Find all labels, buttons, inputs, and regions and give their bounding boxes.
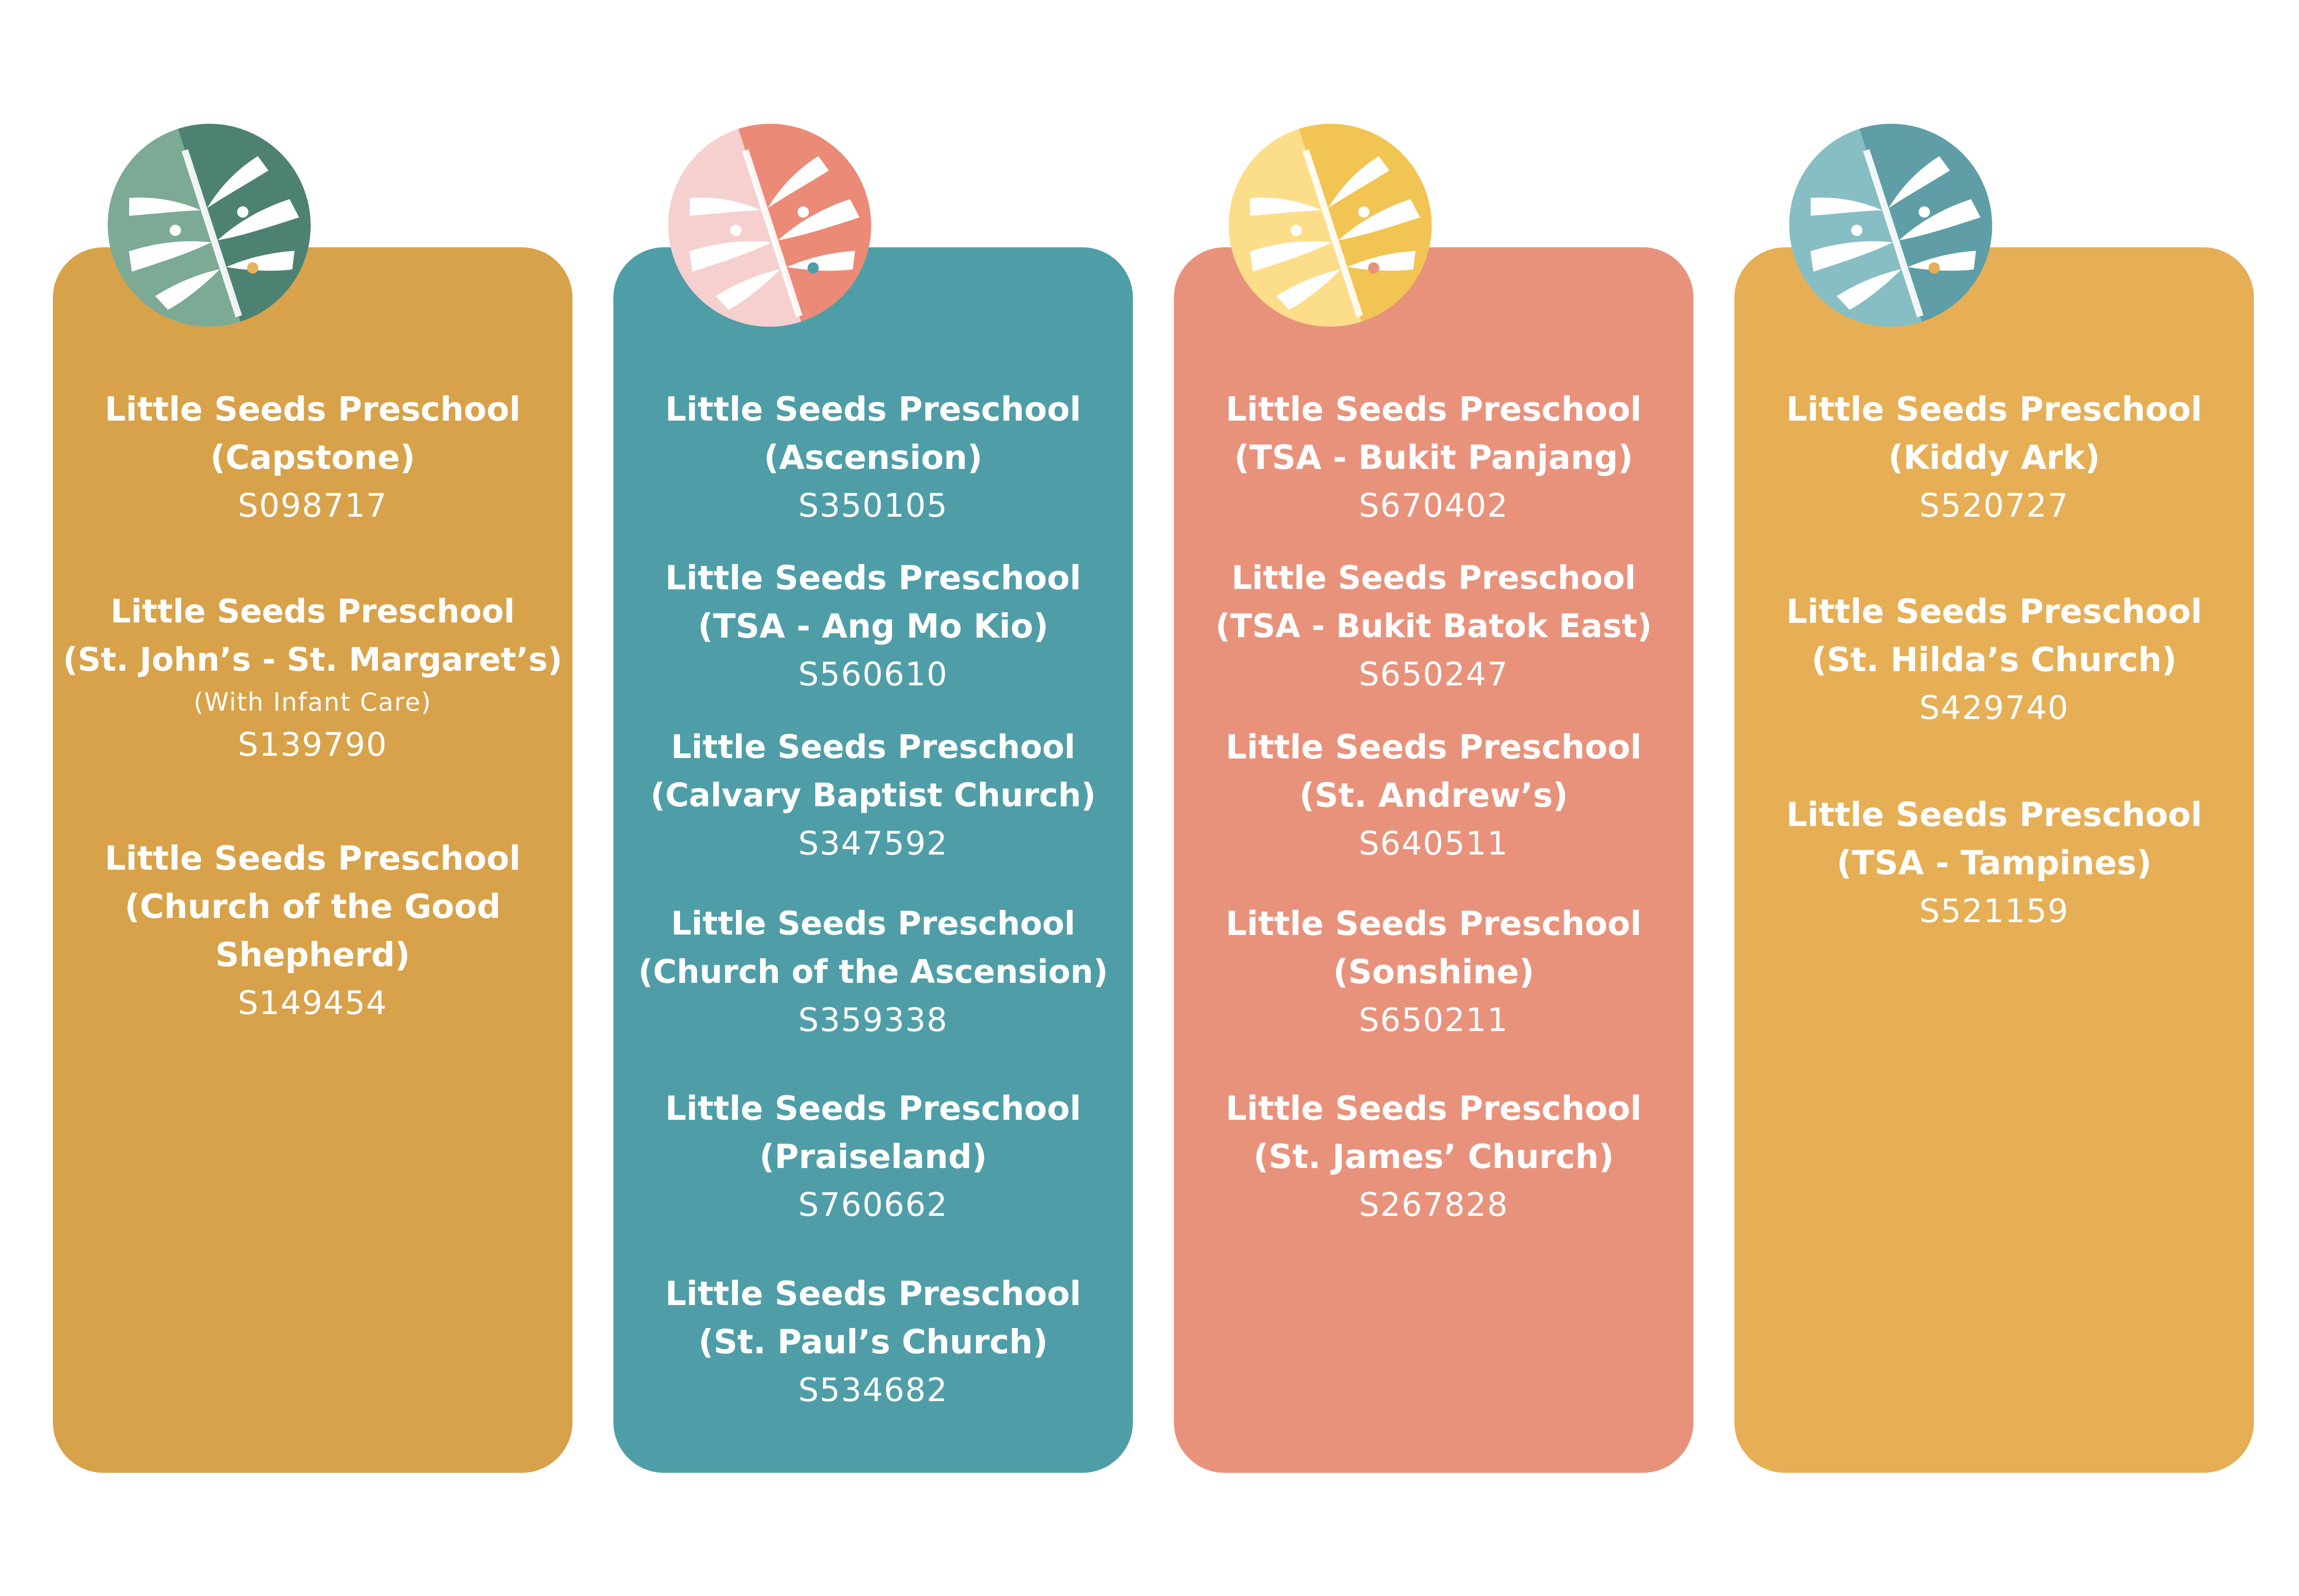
preschool-branch-continued: Shepherd) xyxy=(215,935,410,974)
postal-code: S650247 xyxy=(1359,656,1509,693)
preschool-name: Little Seeds Preschool xyxy=(1225,728,1642,766)
postal-code: S267828 xyxy=(1359,1186,1509,1224)
preschool-entry: Little Seeds Preschool (Calvary Baptist … xyxy=(613,723,1133,868)
monstera-leaf-icon xyxy=(668,124,871,327)
preschool-branch: (St. John’s - St. Margaret’s) xyxy=(63,641,562,678)
postal-code: S534682 xyxy=(798,1371,948,1409)
preschool-name: Little Seeds Preschool xyxy=(104,390,521,428)
preschool-entry: Little Seeds Preschool (Church of the Go… xyxy=(53,834,572,1027)
postal-code: S650211 xyxy=(1359,1001,1509,1039)
preschool-branch: (St. Paul’s Church) xyxy=(698,1322,1048,1361)
preschool-name: Little Seeds Preschool xyxy=(1225,1089,1642,1128)
region-title-east: EAST xyxy=(2029,160,2174,218)
preschool-name: Little Seeds Preschool xyxy=(1786,795,2202,834)
preschool-entry: Little Seeds Preschool (Ascension) S3501… xyxy=(613,385,1133,530)
preschool-branch: (Ascension) xyxy=(764,438,983,477)
postal-code: S520727 xyxy=(1919,487,2069,524)
preschool-name: Little Seeds Preschool xyxy=(665,1274,1081,1313)
monstera-leaf-icon xyxy=(1229,124,1432,327)
region-card-south xyxy=(53,247,572,1473)
preschool-entry: Little Seeds Preschool (St. Paul’s Churc… xyxy=(613,1270,1133,1414)
postal-code: S139790 xyxy=(238,726,388,764)
preschool-name: Little Seeds Preschool xyxy=(671,728,1075,766)
region-south: SOUTH Little Seeds Preschool (Capstone) … xyxy=(53,0,572,1596)
region-title-north-central: NORTH/ CENTRAL xyxy=(885,133,1145,238)
preschool-entry: Little Seeds Preschool (TSA - Ang Mo Kio… xyxy=(613,554,1133,699)
preschool-branch: (Church of the Ascension) xyxy=(638,953,1108,991)
postal-code: S149454 xyxy=(238,984,388,1022)
preschool-entry: Little Seeds Preschool (St. James’ Churc… xyxy=(1174,1084,1693,1229)
monstera-leaf-icon xyxy=(1789,124,1992,327)
region-east: EAST Little Seeds Preschool (Kiddy Ark) … xyxy=(1734,0,2254,1596)
preschool-entry: Little Seeds Preschool (St. Andrew’s) S6… xyxy=(1174,723,1693,868)
postal-code: S429740 xyxy=(1919,689,2069,727)
infant-care-note: (With Infant Care) xyxy=(194,688,432,717)
preschool-name: Little Seeds Preschool xyxy=(1225,390,1642,428)
preschool-branch: (Praiseland) xyxy=(759,1137,987,1176)
preschool-branch: (Kiddy Ark) xyxy=(1888,438,2100,477)
postal-code: S359338 xyxy=(798,1001,948,1039)
postal-code: S521159 xyxy=(1919,892,2069,930)
preschool-branch: (Calvary Baptist Church) xyxy=(650,776,1096,814)
preschool-branch: (TSA - Tampines) xyxy=(1836,844,2152,882)
preschool-entry: Little Seeds Preschool (Kiddy Ark) S5207… xyxy=(1734,385,2254,530)
region-card-north-central xyxy=(613,247,1133,1473)
postal-code: S347592 xyxy=(798,825,948,862)
preschool-name: Little Seeds Preschool xyxy=(110,593,515,630)
preschool-name: Little Seeds Preschool xyxy=(665,390,1081,428)
preschool-name: Little Seeds Preschool xyxy=(671,905,1075,942)
preschool-branch: (TSA - Bukit Batok East) xyxy=(1215,607,1652,645)
preschool-branch: (Capstone) xyxy=(210,438,415,477)
monstera-leaf-icon xyxy=(108,124,311,327)
preschool-branch: (St. Hilda’s Church) xyxy=(1811,640,2177,679)
preschool-name: Little Seeds Preschool xyxy=(1786,390,2202,428)
region-card-east xyxy=(1734,247,2254,1473)
preschool-entry: Little Seeds Preschool (Sonshine) S65021… xyxy=(1174,900,1693,1044)
preschool-name: Little Seeds Preschool xyxy=(665,1089,1081,1128)
region-card-west xyxy=(1174,247,1693,1473)
preschool-branch: (St. Andrew’s) xyxy=(1299,776,1568,815)
preschool-entry: Little Seeds Preschool (TSA - Tampines) … xyxy=(1734,791,2254,935)
preschool-branch: (St. James’ Church) xyxy=(1253,1137,1614,1176)
region-title-south: SOUTH xyxy=(325,160,524,218)
region-title-west: WEST xyxy=(1463,160,1625,218)
preschool-entry: Little Seeds Preschool (St. Hilda’s Chur… xyxy=(1734,587,2254,732)
preschool-entry: Little Seeds Preschool (Praiseland) S760… xyxy=(613,1084,1133,1229)
preschool-name: Little Seeds Preschool xyxy=(1786,592,2202,631)
preschool-entry: Little Seeds Preschool (TSA - Bukit Bato… xyxy=(1174,554,1693,699)
postal-code: S760662 xyxy=(798,1186,948,1224)
postal-code: S560610 xyxy=(798,656,948,693)
postal-code: S640511 xyxy=(1359,825,1509,862)
postal-code: S098717 xyxy=(238,487,388,524)
preschool-branch: (TSA - Ang Mo Kio) xyxy=(698,607,1049,645)
preschool-name: Little Seeds Preschool xyxy=(104,839,521,878)
preschool-entry: Little Seeds Preschool (TSA - Bukit Panj… xyxy=(1174,385,1693,530)
region-north-central: NORTH/ CENTRAL Little Seeds Preschool (A… xyxy=(613,0,1144,1596)
preschool-entry: Little Seeds Preschool (Capstone) S09871… xyxy=(53,385,572,530)
region-west: WEST Little Seeds Preschool (TSA - Bukit… xyxy=(1174,0,1693,1596)
preschool-branch: (Sonshine) xyxy=(1333,952,1534,991)
postal-code: S670402 xyxy=(1359,487,1509,524)
preschool-name: Little Seeds Preschool xyxy=(665,559,1081,597)
preschool-name: Little Seeds Preschool xyxy=(1231,559,1636,597)
postal-code: S350105 xyxy=(798,487,948,524)
preschool-entry: Little Seeds Preschool (Church of the As… xyxy=(613,900,1133,1044)
preschool-entry: Little Seeds Preschool (St. John’s - St.… xyxy=(53,587,572,769)
preschool-name: Little Seeds Preschool xyxy=(1225,904,1642,943)
preschool-branch: (Church of the Good xyxy=(125,887,501,926)
preschool-branch: (TSA - Bukit Panjang) xyxy=(1234,438,1633,477)
